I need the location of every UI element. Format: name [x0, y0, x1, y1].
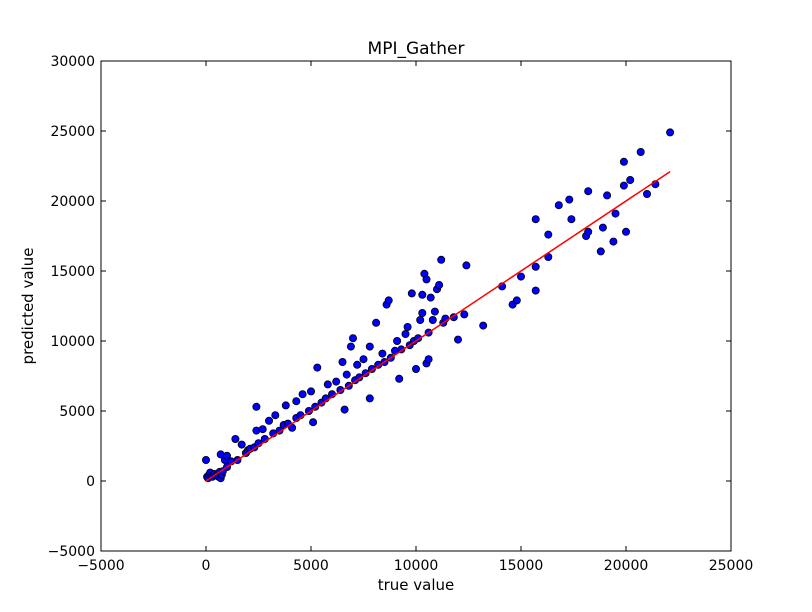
y-tick-label: 25000: [50, 124, 95, 140]
data-point: [237, 440, 246, 449]
data-point: [231, 434, 240, 443]
data-point: [281, 401, 290, 410]
data-point: [622, 227, 631, 236]
data-point: [598, 223, 607, 232]
x-tick-label: 5000: [293, 558, 329, 574]
data-point: [395, 374, 404, 383]
data-point: [619, 181, 628, 190]
data-point: [584, 227, 593, 236]
data-point: [365, 394, 374, 403]
y-tick-label: 20000: [50, 194, 95, 210]
y-tick-label: 5000: [59, 404, 95, 420]
data-point: [222, 451, 231, 460]
y-tick-label: 10000: [50, 334, 95, 350]
data-point: [422, 275, 431, 284]
data-point: [554, 201, 563, 210]
data-point: [424, 355, 433, 364]
data-point: [584, 187, 593, 196]
x-axis-ticks: −5000 0 5000 10000 15000 20000 25000: [77, 61, 753, 574]
data-point: [346, 342, 355, 351]
data-point: [611, 209, 620, 218]
data-point: [378, 349, 387, 358]
x-tick-label: 0: [202, 558, 211, 574]
x-tick-label: −5000: [77, 558, 124, 574]
data-point: [359, 355, 368, 364]
data-point: [512, 296, 521, 305]
data-point: [435, 280, 444, 289]
data-point: [430, 307, 439, 316]
x-tick-label: 25000: [709, 558, 754, 574]
data-point: [306, 387, 315, 396]
data-point: [636, 147, 645, 156]
data-point: [517, 272, 526, 281]
data-point: [418, 290, 427, 299]
data-point: [609, 237, 618, 246]
data-point: [340, 405, 349, 414]
x-tick-label: 15000: [499, 558, 544, 574]
data-point: [596, 247, 605, 256]
data-point: [252, 402, 261, 411]
data-point: [565, 195, 574, 204]
x-tick-label: 10000: [394, 558, 439, 574]
data-point: [531, 262, 540, 271]
data-point: [666, 128, 675, 137]
data-point: [603, 191, 612, 200]
data-point: [271, 411, 280, 420]
data-point: [393, 336, 402, 345]
chart-title: MPI_Gather: [368, 39, 465, 59]
data-point: [201, 455, 210, 464]
data-point: [411, 364, 420, 373]
y-tick-label: −5000: [48, 544, 95, 560]
data-point: [353, 360, 362, 369]
data-point: [544, 230, 553, 239]
data-point: [643, 189, 652, 198]
data-point: [372, 318, 381, 327]
fit-line-group: [205, 170, 671, 482]
data-point: [403, 322, 412, 331]
y-tick-label: 30000: [50, 54, 95, 70]
data-point: [462, 261, 471, 270]
y-tick-label: 15000: [50, 264, 95, 280]
y-tick-label: 0: [86, 474, 95, 490]
x-tick-label: 20000: [604, 558, 649, 574]
data-point: [479, 321, 488, 330]
data-point: [418, 308, 427, 317]
data-point: [531, 215, 540, 224]
data-point: [292, 397, 301, 406]
data-point: [313, 363, 322, 372]
y-axis-ticks: −5000 0 5000 10000 15000 20000 25000 30000: [48, 54, 731, 560]
data-point: [407, 289, 416, 298]
data-point: [567, 215, 576, 224]
data-point: [323, 380, 332, 389]
fit-line: [205, 170, 671, 482]
data-point: [264, 416, 273, 425]
data-point: [619, 157, 628, 166]
data-point: [338, 357, 347, 366]
x-axis-label: true value: [378, 576, 455, 594]
data-point: [453, 335, 462, 344]
data-point: [437, 255, 446, 264]
data-point: [401, 329, 410, 338]
data-point: [258, 425, 267, 434]
data-point: [416, 315, 425, 324]
data-point: [531, 286, 540, 295]
data-point: [342, 370, 351, 379]
data-point: [298, 390, 307, 399]
data-point: [332, 377, 341, 386]
data-point: [428, 315, 437, 324]
data-point: [460, 310, 469, 319]
data-point: [426, 293, 435, 302]
data-point: [309, 418, 318, 427]
data-point: [626, 175, 635, 184]
data-point: [348, 334, 357, 343]
y-axis-label: predicted value: [19, 248, 37, 365]
data-point: [365, 342, 374, 351]
data-point: [384, 296, 393, 305]
